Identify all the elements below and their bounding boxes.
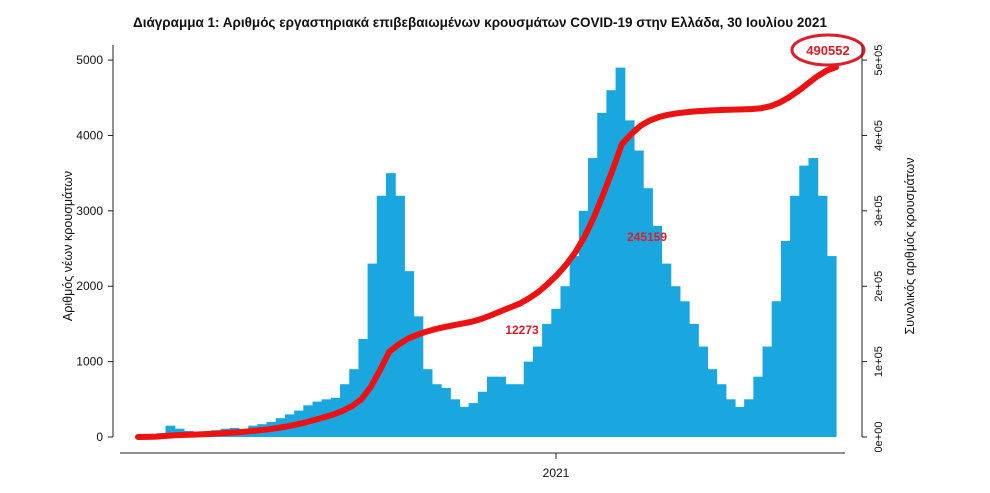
- bar: [404, 271, 415, 437]
- bar: [606, 90, 617, 437]
- bar: [799, 165, 810, 437]
- bar: [707, 369, 718, 437]
- bar: [413, 316, 424, 437]
- bar: [367, 263, 378, 437]
- right-tick-label: 4e+05: [873, 120, 885, 151]
- right-tick-label: 1e+05: [873, 346, 885, 377]
- bar: [358, 339, 369, 437]
- bar: [661, 263, 672, 437]
- bar: [523, 361, 534, 437]
- cumulative-annotation: 12273: [505, 323, 539, 337]
- bar: [542, 323, 552, 437]
- bar: [679, 301, 690, 437]
- bar: [734, 406, 745, 437]
- right-tick-label: 3e+05: [873, 195, 885, 226]
- bar: [505, 384, 516, 437]
- bar: [826, 256, 837, 437]
- bar: [532, 346, 543, 437]
- chart-title: Διάγραμμα 1: Αριθμός εργαστηριακά επιβεβ…: [133, 15, 827, 30]
- bar: [698, 346, 709, 437]
- bar: [790, 195, 800, 437]
- bar: [615, 67, 626, 438]
- bar: [716, 384, 727, 437]
- x-axis: 2021: [120, 452, 845, 480]
- bar: [744, 399, 754, 437]
- bar: [597, 112, 607, 437]
- bar: [817, 195, 828, 437]
- left-y-axis-label: Αριθμός νέων κρουσμάτων: [61, 171, 75, 321]
- cumulative-line: [135, 64, 839, 440]
- left-tick-label: 4000: [76, 128, 103, 142]
- bar: [477, 391, 488, 437]
- bar: [514, 384, 525, 437]
- bar: [633, 150, 644, 438]
- bar: [588, 158, 598, 437]
- right-y-axis: 0e+00 1e+05 2e+05 3e+05 4e+05 5e+05: [861, 45, 885, 453]
- right-tick-label: 5e+05: [873, 45, 885, 76]
- left-tick-label: 2000: [76, 279, 103, 293]
- bar: [670, 286, 681, 437]
- final-value-label: 490552: [806, 43, 849, 58]
- bar: [431, 384, 442, 437]
- bar: [551, 308, 562, 437]
- x-tick-label: 2021: [543, 466, 570, 480]
- bar: [652, 225, 663, 437]
- bar: [422, 369, 433, 437]
- final-value-highlight: [790, 33, 866, 67]
- bar: [753, 376, 764, 437]
- bar: [689, 323, 699, 437]
- bar: [496, 376, 506, 437]
- bar: [725, 399, 736, 437]
- bar: [560, 286, 571, 437]
- bar: [762, 346, 773, 437]
- bar: [578, 210, 589, 437]
- left-tick-label: 1000: [76, 355, 103, 369]
- bar: [330, 397, 341, 437]
- bar: [808, 158, 819, 437]
- left-tick-label: 0: [96, 430, 103, 444]
- bar: [624, 120, 635, 437]
- bar: [376, 195, 387, 437]
- bar: [165, 425, 176, 437]
- left-tick-label: 5000: [76, 53, 103, 67]
- bar: [487, 376, 497, 437]
- bar: [441, 388, 451, 437]
- bar: [459, 406, 470, 437]
- bar: [395, 195, 405, 437]
- bar: [780, 241, 791, 437]
- left-tick-label: 3000: [76, 204, 103, 218]
- bar-series: [138, 67, 837, 438]
- right-tick-label: 0e+00: [873, 422, 885, 453]
- right-y-axis-label: Συνολικός αριθμός κρουσμάτων: [903, 158, 917, 335]
- bar: [643, 188, 653, 437]
- bar: [569, 256, 580, 437]
- bar: [771, 301, 782, 437]
- left-y-axis: 0 1000 2000 3000 4000 5000: [76, 45, 114, 444]
- bar: [468, 403, 479, 437]
- bar: [385, 173, 396, 437]
- right-tick-label: 2e+05: [873, 271, 885, 302]
- cumulative-annotation: 245159: [627, 230, 667, 244]
- annotations: 12273 245159: [505, 230, 667, 337]
- bar: [450, 399, 461, 437]
